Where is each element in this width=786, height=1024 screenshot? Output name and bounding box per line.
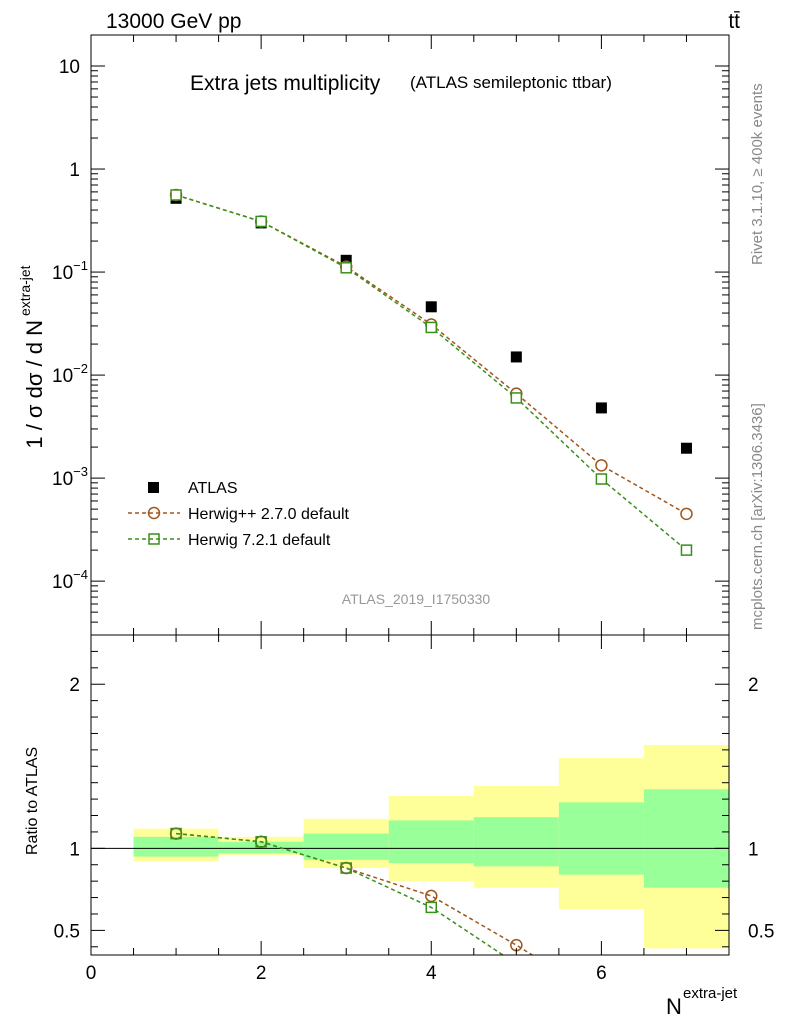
main-y-tick-label: 10−1 bbox=[52, 258, 88, 284]
data-point-atlas bbox=[680, 442, 692, 454]
ratio-y-tick-label: 0.5 bbox=[54, 921, 80, 942]
main-y-tick-label: 10−3 bbox=[52, 464, 88, 490]
x-axis-label: N extra-jet bbox=[666, 985, 738, 1019]
ratio-series-group bbox=[169, 827, 534, 955]
data-point-atlas bbox=[340, 254, 352, 266]
main-y-tick-label: 10 bbox=[59, 57, 80, 78]
main-panel: 10 1 10−1 10−2 10−3 10−4 Extra jets multiplic… bbox=[17, 34, 730, 636]
ratio-band-inner bbox=[643, 789, 729, 888]
mcplots-label: mcplots.cern.ch [arXiv:1306.3436] bbox=[749, 403, 766, 630]
data-point-herwig7 bbox=[170, 189, 182, 201]
ratio-x-tick-label: 0 bbox=[86, 963, 97, 984]
data-point-herwig7 bbox=[255, 215, 267, 228]
ratio-point-herwig7 bbox=[340, 862, 352, 874]
ratio-band-inner bbox=[133, 836, 219, 857]
data-point-herwig7 bbox=[595, 473, 608, 485]
legend: ATLAS Herwig++ 2.7.0 default Herwig 7.2.… bbox=[128, 480, 350, 549]
ratio-point-herwig7 bbox=[255, 836, 267, 848]
main-y-tick-exponent: −3 bbox=[73, 464, 88, 479]
main-axis-ticks: 10 1 10−1 10−2 10−3 10−4 bbox=[52, 34, 730, 636]
ratio-band-inner bbox=[558, 802, 644, 875]
ratio-x-tick-label: 6 bbox=[596, 963, 607, 984]
data-point-atlas bbox=[425, 301, 437, 313]
data-point-herwigpp bbox=[595, 459, 608, 472]
ratio-x-tick-label: 4 bbox=[426, 963, 437, 984]
main-frame bbox=[90, 34, 730, 636]
main-y-axis-label-text: 1 / σ dσ / d N bbox=[22, 320, 47, 449]
energy-label: 13000 GeV pp bbox=[106, 10, 241, 33]
analysis-id: ATLAS_2019_I1750330 bbox=[342, 591, 491, 607]
data-point-herwig7 bbox=[340, 262, 352, 274]
legend-marker-atlas bbox=[148, 482, 159, 493]
ratio-bands bbox=[133, 744, 729, 949]
ratio-frame bbox=[90, 634, 730, 956]
legend-label-herwig7: Herwig 7.2.1 default bbox=[188, 532, 331, 549]
x-axis-label-text: N bbox=[666, 994, 682, 1019]
data-point-herwigpp bbox=[680, 507, 693, 521]
main-y-axis-label: 1 / σ dσ / d N extra-jet bbox=[17, 265, 47, 448]
legend-label-herwigpp: Herwig++ 2.7.0 default bbox=[188, 506, 350, 523]
ratio-band-inner bbox=[473, 817, 559, 867]
ratio-y-tick-label-right: 2 bbox=[748, 675, 759, 696]
data-point-herwig7 bbox=[425, 321, 438, 334]
main-y-tick-exponent: −1 bbox=[73, 258, 88, 273]
ratio-series bbox=[169, 827, 534, 955]
series-line-herwigpp bbox=[175, 194, 687, 515]
ratio-y-tick-label-right: 0.5 bbox=[748, 921, 774, 942]
legend-marker-herwigpp bbox=[147, 506, 161, 520]
main-y-tick-exponent: −4 bbox=[73, 567, 88, 582]
main-y-tick-label: 1 bbox=[69, 160, 80, 181]
ratio-x-tick-label: 2 bbox=[256, 963, 267, 984]
ratio-band-inner bbox=[388, 820, 474, 864]
legend-label-atlas: ATLAS bbox=[188, 480, 238, 497]
process-label: tt̄ bbox=[728, 10, 740, 33]
rivet-label: Rivet 3.1.10, ≥ 400k events bbox=[749, 83, 766, 265]
main-subtitle: (ATLAS semileptonic ttbar) bbox=[410, 73, 612, 92]
data-point-atlas bbox=[595, 402, 607, 414]
main-y-tick-label: 10−2 bbox=[52, 361, 88, 387]
ratio-point-herwigpp bbox=[425, 889, 438, 903]
ratio-y-tick-label: 2 bbox=[69, 675, 80, 696]
ratio-line-herwig7 bbox=[175, 832, 505, 955]
legend-marker-herwig7 bbox=[148, 533, 160, 545]
ratio-point-herwig7 bbox=[425, 901, 438, 914]
ratio-panel: 0.5 0.5 1 1 2 2 0 2 4 6 Ratio to ATLAS N extra-je… bbox=[24, 634, 774, 1019]
main-series bbox=[169, 188, 693, 556]
ratio-point-herwig7 bbox=[170, 827, 182, 840]
ratio-y-axis-label: Ratio to ATLAS bbox=[24, 747, 41, 855]
main-y-tick-label: 10−4 bbox=[52, 567, 88, 593]
data-point-atlas bbox=[510, 351, 522, 363]
main-y-axis-label-sup: extra-jet bbox=[17, 265, 33, 316]
data-point-herwig7 bbox=[510, 392, 523, 404]
data-point-herwig7 bbox=[680, 544, 693, 556]
x-axis-label-sup: extra-jet bbox=[683, 985, 738, 1002]
main-title: Extra jets multiplicity bbox=[190, 72, 381, 95]
ratio-band-inner bbox=[303, 833, 389, 860]
main-y-tick-exponent: −2 bbox=[73, 361, 88, 376]
series-line-herwig7 bbox=[175, 194, 687, 551]
ratio-y-tick-label: 1 bbox=[69, 839, 80, 860]
ratio-y-tick-label-right: 1 bbox=[748, 839, 759, 860]
ratio-axis-ticks: 0.5 0.5 1 1 2 2 0 2 4 6 bbox=[54, 635, 774, 984]
